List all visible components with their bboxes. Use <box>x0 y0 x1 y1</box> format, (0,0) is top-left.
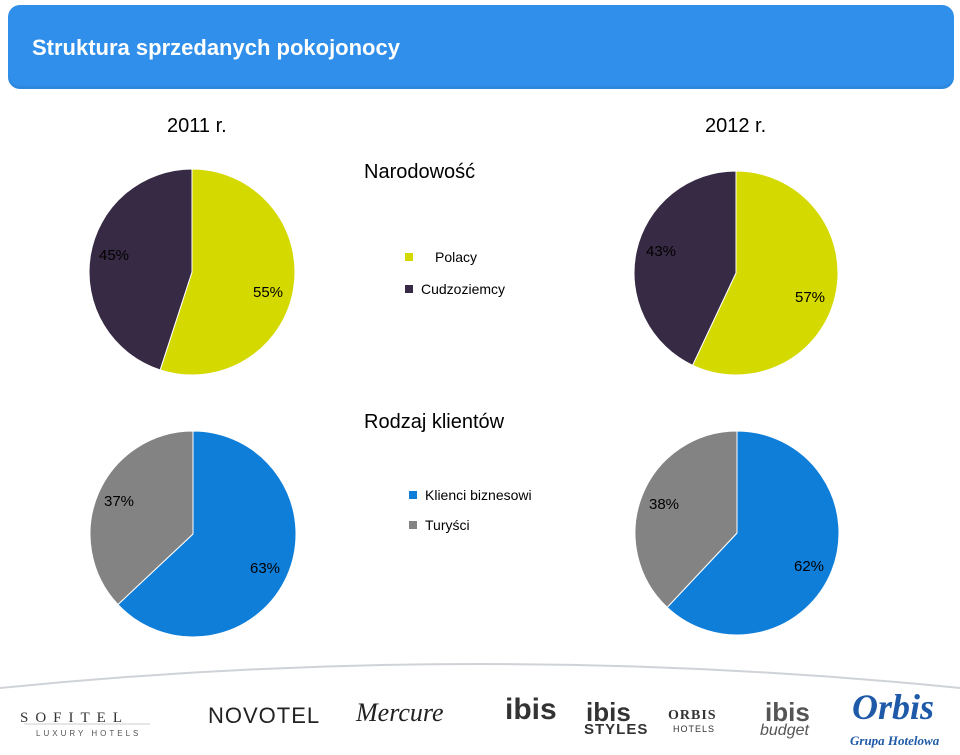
pie-slice-client-2011-0 <box>117 430 297 638</box>
pie-slice-nat-2011-1 <box>88 168 193 371</box>
ibis-budget-logo: ibis <box>765 697 810 727</box>
legend-klienci-biznesowi: Klienci biznesowi <box>409 487 532 503</box>
novotel-logo: NOVOTEL <box>208 703 321 728</box>
sofitel-logo-sub: LUXURY HOTELS <box>36 729 142 738</box>
pie-label-client-2012-1: 38% <box>649 496 679 513</box>
year-label-2011: 2011 r. <box>167 115 227 137</box>
pie-slice-client-2012-0 <box>666 430 840 636</box>
legend-swatch-cudzoziemcy <box>405 285 413 293</box>
pie-label-client-2011-1: 37% <box>104 493 134 510</box>
pie-label-client-2011-0: 63% <box>250 560 280 577</box>
ibis-budget-logo-sub: budget <box>760 722 809 739</box>
sofitel-logo: SOFITEL <box>20 710 129 726</box>
pie-label-client-2012-0: 62% <box>794 558 824 575</box>
legend-label-biznes: Klienci biznesowi <box>425 487 532 503</box>
legend-label-polacy: Polacy <box>435 249 478 265</box>
header-bar: Struktura sprzedanych pokojonocy <box>8 5 954 89</box>
pie-label-nat-2012-0: 57% <box>795 289 825 306</box>
orbis-logo-sub: Grupa Hotelowa <box>850 733 940 748</box>
legend-swatch-polacy <box>405 253 413 261</box>
footer-separator <box>0 663 960 689</box>
pie-label-nat-2012-1: 43% <box>646 243 676 260</box>
ibis-styles-logo-sub: STYLES <box>584 721 649 738</box>
pie-slice-client-2012-1 <box>634 430 738 609</box>
orbis-hotels-logo: ORBIS <box>668 708 717 723</box>
pie-slice-nat-2012-0 <box>691 170 839 376</box>
client-type-title: Rodzaj klientów <box>364 411 505 433</box>
pie-slice-nat-2011-0 <box>159 168 296 376</box>
ibis-styles-logo: ibis <box>586 697 631 727</box>
year-label-2012: 2012 r. <box>705 115 767 137</box>
pie-label-nat-2011-1: 45% <box>99 247 129 264</box>
legend-label-turysci: Turyści <box>425 517 470 533</box>
legend-polacy: Polacy <box>405 249 477 265</box>
pie-slice-client-2011-1 <box>89 430 194 606</box>
legend-label-cudzoziemcy: Cudzoziemcy <box>421 281 506 297</box>
orbis-logo: Orbis <box>852 687 935 727</box>
mercure-logo: Mercure <box>356 698 444 727</box>
legend-swatch-turysci <box>409 521 417 529</box>
nationality-title: Narodowość <box>364 161 476 183</box>
legend-cudzoziemcy: Cudzoziemcy <box>405 281 505 297</box>
legend-turysci: Turyści <box>409 517 470 533</box>
ibis-logo: ibis <box>505 693 557 726</box>
legend-swatch-biznes <box>409 491 417 499</box>
page-title: Struktura sprzedanych pokojonocy <box>32 35 400 60</box>
orbis-hotels-logo-sub: HOTELS <box>673 724 716 734</box>
pie-slice-nat-2012-1 <box>633 170 737 366</box>
pie-label-nat-2011-0: 55% <box>253 284 283 301</box>
